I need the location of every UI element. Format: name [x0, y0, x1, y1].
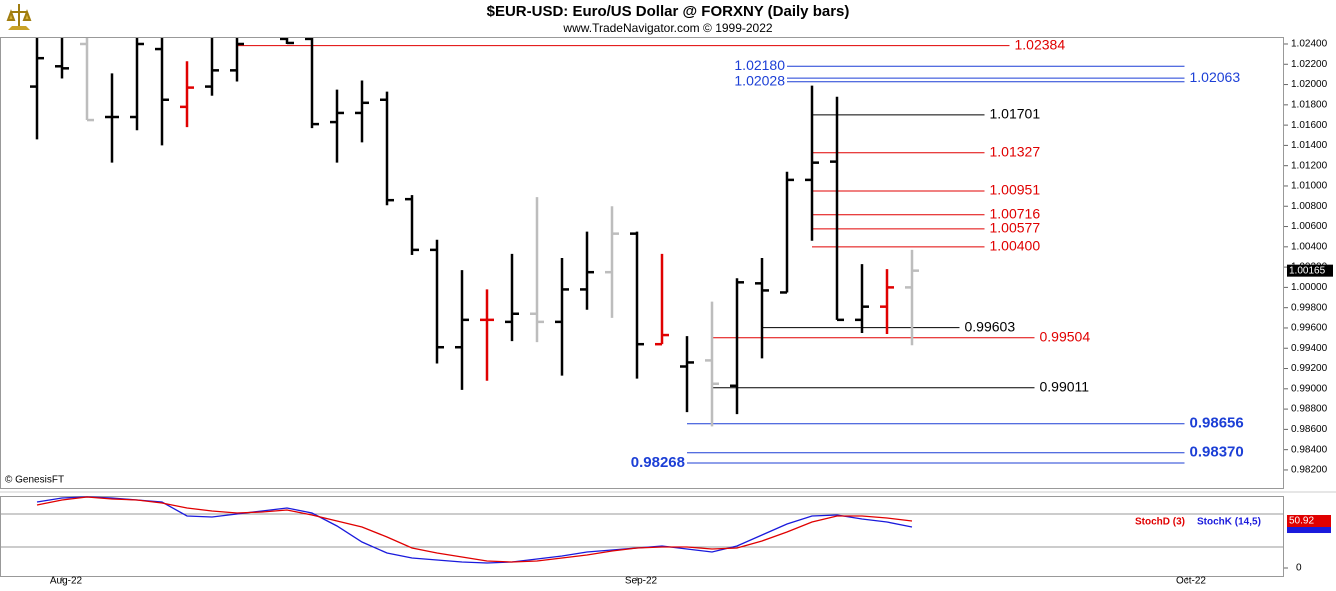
y-tick-label: 1.01600	[1291, 120, 1328, 131]
y-tick-label: 1.00600	[1291, 221, 1328, 232]
ohlc-bar	[180, 61, 194, 128]
ohlc-bar	[30, 38, 44, 140]
level-label: 0.99603	[965, 318, 1016, 334]
level-label: 1.00577	[990, 220, 1041, 236]
level-label: 1.01327	[990, 144, 1041, 160]
watermark: © GenesisFT	[5, 475, 64, 486]
level-label: 1.02028	[734, 72, 785, 88]
y-tick-label: 0.98600	[1291, 424, 1328, 435]
ohlc-bar	[855, 264, 869, 334]
y-tick-label: 0.99000	[1291, 383, 1328, 394]
stoch-line	[36, 496, 913, 563]
y-tick-label: 0.99200	[1291, 363, 1328, 374]
y-tick-label: 1.01800	[1291, 99, 1328, 110]
ohlc-bar	[680, 336, 694, 413]
chart-subtitle: www.TradeNavigator.com © 1999-2022	[562, 21, 772, 35]
ohlc-bar	[830, 96, 844, 322]
level-label: 1.00951	[990, 182, 1041, 198]
y-tick-label: 1.01200	[1291, 160, 1328, 171]
level-label: 1.00400	[990, 238, 1041, 254]
y-tick-label: 1.02400	[1291, 39, 1328, 50]
ohlc-bar	[655, 253, 669, 346]
y-tick-label: 0.99800	[1291, 302, 1328, 313]
ohlc-bar	[580, 231, 594, 310]
ohlc-bar	[480, 289, 494, 381]
ohlc-bar	[330, 89, 344, 163]
axes: 0.98200 0.98400 0.98600 0.98800 0.99000 0.992…	[50, 39, 1333, 587]
x-tick-label: Oct-22	[1176, 576, 1206, 587]
ohlc-bar	[355, 80, 369, 143]
ohlc-bar	[455, 270, 469, 390]
y-tick-label: 0.99400	[1291, 343, 1328, 354]
level-label: 0.99504	[1040, 328, 1091, 344]
y-tick-label: 1.01400	[1291, 140, 1328, 151]
ohlc-bar	[905, 249, 919, 346]
ohlc-bar	[505, 253, 519, 342]
ohlc-bar	[705, 301, 719, 427]
x-tick-label: Aug-22	[50, 576, 83, 587]
y-tick-label: 1.00000	[1291, 282, 1328, 293]
legend-entry: StochD (3)	[1135, 517, 1185, 528]
y-tick-label: 0.99600	[1291, 323, 1328, 334]
y-tick-label: 0.98200	[1291, 465, 1328, 476]
ohlc-bar	[80, 38, 94, 122]
ohlc-bar	[230, 38, 244, 82]
level-label: 0.98656	[1190, 415, 1244, 432]
level-label: 1.00716	[990, 205, 1041, 221]
ohlc-bar	[280, 38, 294, 45]
ohlc-bar	[880, 269, 894, 335]
ohlc-bar	[530, 197, 544, 343]
ohlc-bar	[55, 38, 69, 79]
last-value-label: 50.92	[1289, 516, 1314, 527]
y-tick-label: 1.02000	[1291, 79, 1328, 90]
ohlc-bar	[630, 231, 644, 379]
last-price-box	[1287, 264, 1333, 277]
last-price-label: 1.00165	[1289, 265, 1326, 276]
y-tick-label: 1.00400	[1291, 241, 1328, 252]
ohlc-bar	[130, 38, 144, 131]
ohlc-bar	[380, 91, 394, 206]
level-label: 1.02180	[734, 57, 785, 73]
level-label: 0.98268	[631, 454, 685, 471]
level-label: 1.01701	[990, 106, 1041, 122]
level-label: 0.99011	[1040, 378, 1090, 394]
price-plot	[30, 38, 1185, 464]
y-tick-label: 1.01000	[1291, 181, 1328, 192]
last-value-box	[1287, 514, 1331, 527]
level-label: 1.02063	[1190, 69, 1241, 85]
y-tick-label: 1.00800	[1291, 201, 1328, 212]
legend-entry: StochK (14,5)	[1197, 517, 1261, 528]
ohlc-bar	[205, 38, 219, 96]
ohlc-bar	[430, 239, 444, 364]
y-tick-label: 0.98400	[1291, 444, 1328, 455]
stoch-panel-frame	[0, 496, 1284, 577]
logo	[6, 4, 32, 30]
ohlc-bar	[780, 171, 794, 294]
ohlc-bar	[730, 278, 744, 415]
ohlc-bar	[555, 257, 569, 376]
ohlc-bar	[405, 195, 419, 255]
y-tick-label: 0	[1296, 563, 1302, 574]
level-label: 0.98370	[1190, 444, 1244, 461]
stoch-plot	[0, 496, 1284, 564]
stoch-line	[36, 496, 913, 564]
price-panel-frame	[0, 37, 1284, 489]
ohlc-bar	[305, 38, 319, 129]
chart-title: $EUR-USD: Euro/US Dollar @ FORXNY (Daily…	[487, 3, 850, 20]
ohlc-bar	[105, 73, 119, 163]
y-tick-label: 0.98800	[1291, 404, 1328, 415]
ohlc-bar	[805, 85, 819, 241]
ohlc-bar	[755, 257, 769, 359]
ohlc-bar	[605, 206, 619, 318]
y-tick-label: 1.02200	[1291, 59, 1328, 70]
x-tick-label: Sep-22	[625, 576, 658, 587]
ohlc-bar	[155, 38, 169, 146]
level-label: 1.02384	[1015, 36, 1066, 52]
